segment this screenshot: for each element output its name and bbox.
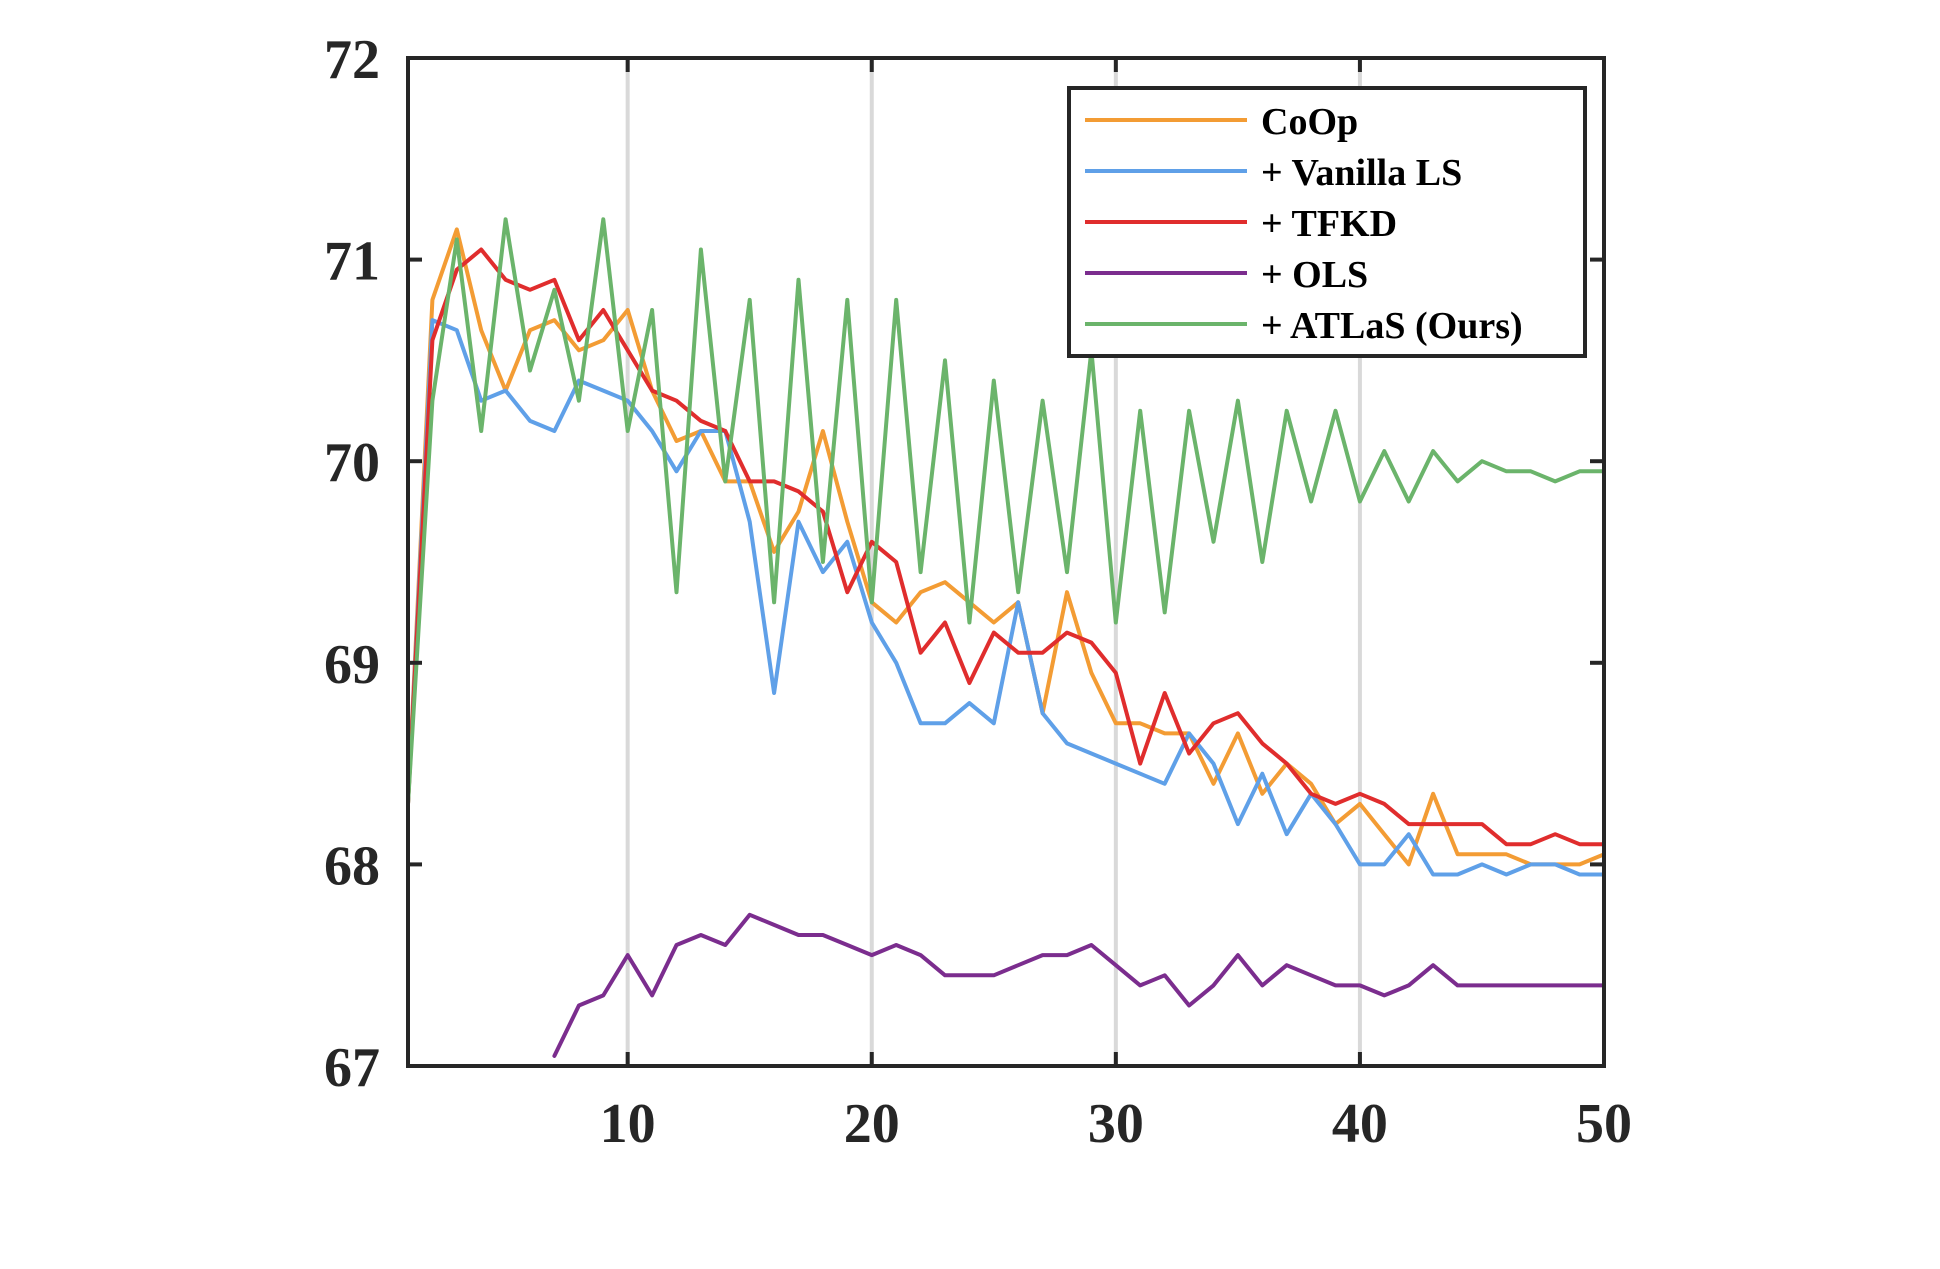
x-tick-label-50: 50 [1576, 1093, 1632, 1155]
y-tick-label-71: 71 [324, 231, 380, 293]
tick-labels: 10 20 30 40 50 67 68 69 70 71 72 [324, 29, 1632, 1155]
legend: CoOp + Vanilla LS + TFKD + OLS + ATLaS (Ours… [1067, 86, 1587, 358]
plot-series [408, 217, 1604, 1058]
y-tick-label-72: 72 [324, 29, 380, 91]
series-line-ols [552, 912, 1604, 1058]
legend-label-ols: + OLS [1261, 254, 1368, 296]
y-tick-label-67: 67 [324, 1037, 380, 1099]
x-tick-label-20: 20 [844, 1093, 900, 1155]
plot-frame [406, 56, 1606, 1068]
legend-label-coop: CoOp [1261, 101, 1358, 143]
y-tick-label-68: 68 [324, 835, 380, 897]
y-tick-label-69: 69 [324, 634, 380, 696]
axes [406, 56, 1606, 1068]
series-line-atlas-ours [408, 217, 1604, 806]
legend-label-atlas-ours: + ATLaS (Ours) [1261, 305, 1523, 347]
series-line-coop [408, 227, 1604, 867]
legend-label-tfkd: + TFKD [1261, 203, 1397, 245]
x-tick-label-10: 10 [600, 1093, 656, 1155]
x-tick-label-30: 30 [1088, 1093, 1144, 1155]
legend-label-vanilla-ls: + Vanilla LS [1261, 152, 1462, 194]
y-tick-label-70: 70 [324, 432, 380, 494]
series-line-tfkd [408, 247, 1604, 847]
x-tick-label-40: 40 [1332, 1093, 1388, 1155]
series-line-vanilla-ls [408, 318, 1604, 877]
